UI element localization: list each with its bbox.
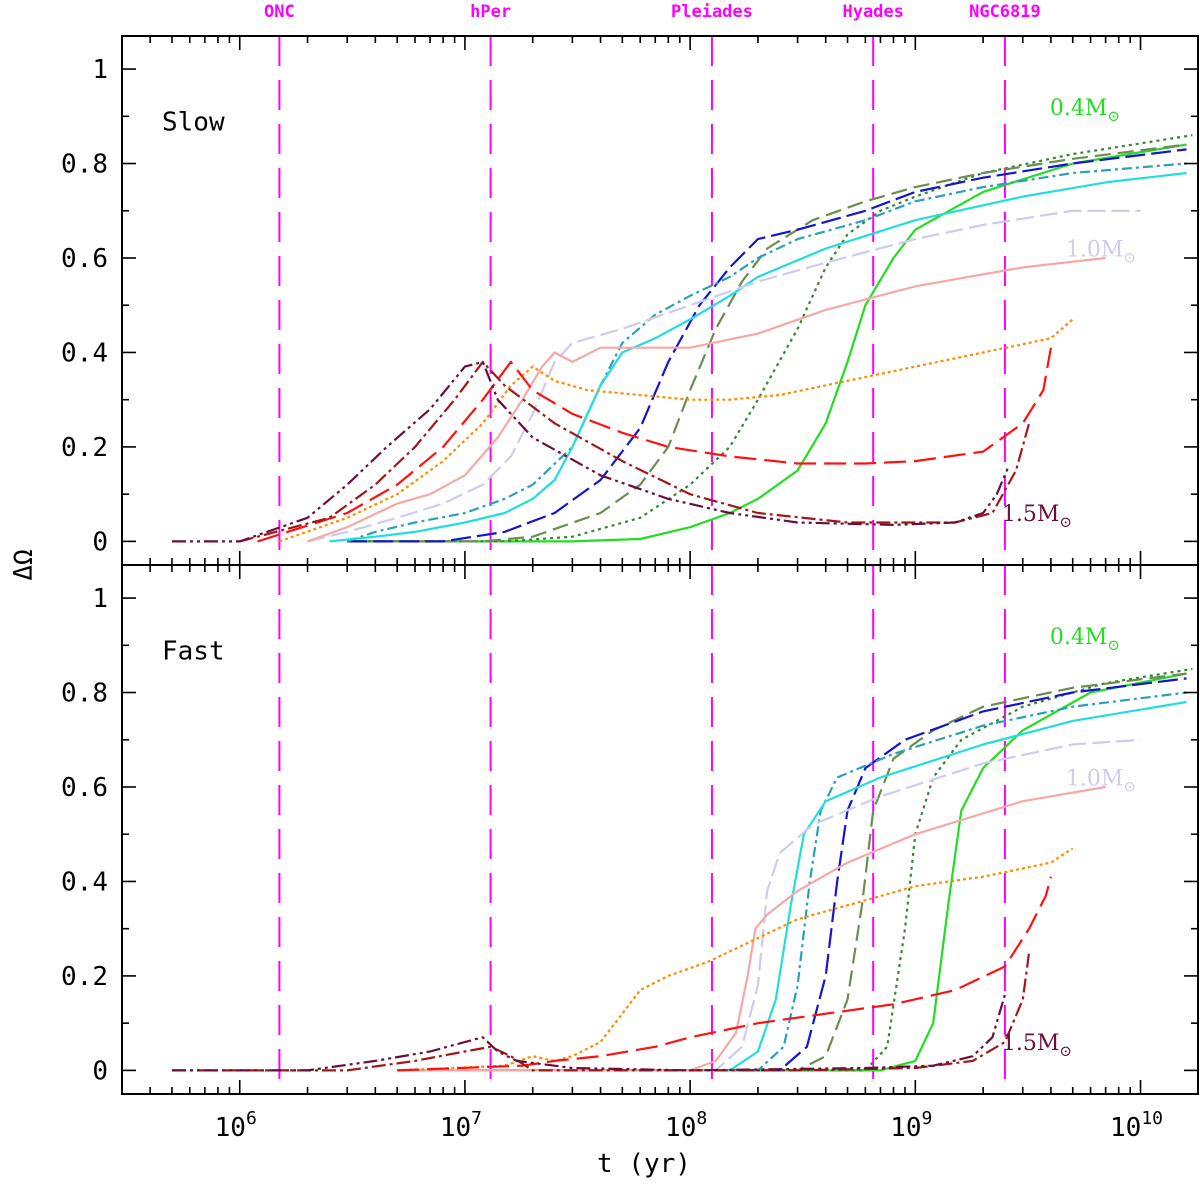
axes: ONC hPer Pleiades Hyades NGC6819 Slow 0 0.2 0.4 0… — [61, 2, 1199, 1143]
xtick-exp: 10 — [1141, 1108, 1163, 1129]
xtick-label: 109 — [890, 1108, 932, 1143]
xtick-base: 10 — [440, 1113, 471, 1143]
ytick-label: 0 — [92, 527, 108, 557]
cluster-label-hyades: Hyades — [842, 2, 903, 22]
series-slow-1p2msun — [279, 318, 1074, 543]
series-fast-1p4msun — [172, 952, 1031, 1072]
series-slow-0p6msun — [347, 143, 1187, 543]
xtick-exp: 7 — [471, 1108, 482, 1129]
sun-symbol: ⊙ — [1059, 1042, 1072, 1060]
xtick-exp: 9 — [922, 1108, 933, 1129]
sun-symbol: ⊙ — [1107, 107, 1120, 125]
ytick-label: 0.2 — [61, 962, 108, 992]
series-slow-1p1msun — [307, 256, 1106, 543]
sun-symbol: ⊙ — [1059, 513, 1072, 531]
series-fast-1p3msun — [397, 876, 1052, 1072]
series-fast-1p2msun — [397, 847, 1074, 1072]
series-fast-1p1msun — [397, 785, 1106, 1072]
mass-label-high: 1.5M⊙ — [1002, 1031, 1072, 1060]
mass-label-value: 0.4M — [1050, 96, 1108, 121]
ytick-label: 0.4 — [61, 867, 108, 897]
series-fast-0p9msun — [397, 700, 1187, 1072]
mass-label-low: 0.4M⊙ — [1050, 625, 1120, 654]
ytick-label: 0 — [92, 1056, 108, 1086]
series-slow-1p0msun — [307, 209, 1141, 543]
xtick-base: 10 — [890, 1113, 921, 1143]
ytick-label: 1 — [92, 55, 108, 85]
xtick-label: 108 — [665, 1108, 707, 1143]
xtick-label: 107 — [440, 1108, 482, 1143]
mass-label-value: 1.0M — [1066, 767, 1124, 792]
series-slow-0p5msun — [347, 134, 1193, 543]
panel-fast — [172, 667, 1193, 1072]
cluster-label-pleiades: Pleiades — [671, 2, 753, 22]
cluster-label-onc: ONC — [264, 2, 295, 22]
ytick-label: 1 — [92, 584, 108, 614]
series-slow-0p4msun — [347, 143, 1187, 543]
ytick-label: 0.8 — [61, 679, 108, 709]
x-axis-label: t (yr) — [597, 1149, 691, 1179]
series-slow-1p3msun — [257, 347, 1052, 543]
cluster-lines — [278, 36, 1006, 1094]
panel-title-slow: Slow — [162, 107, 225, 137]
sun-symbol: ⊙ — [1123, 249, 1136, 267]
series-fast-1p5msun — [172, 994, 1006, 1072]
mass-label-value: 1.0M — [1066, 238, 1124, 263]
series-fast-1p0msun — [397, 738, 1141, 1072]
series-fast-0p5msun — [397, 667, 1193, 1072]
panel-title-fast: Fast — [162, 636, 225, 666]
mass-label-value: 0.4M — [1050, 625, 1108, 650]
panel-frame-0 — [121, 35, 1199, 566]
mass-label-value: 1.5M — [1002, 502, 1060, 527]
xtick-label: 106 — [215, 1108, 257, 1143]
xtick-exp: 8 — [696, 1108, 707, 1129]
series-slow-1p4msun — [239, 360, 1031, 543]
mass-label-low: 0.4M⊙ — [1050, 96, 1120, 125]
series-slow-0p7msun — [347, 148, 1187, 543]
ytick-label: 0.6 — [61, 773, 108, 803]
series-slow-0p9msun — [329, 171, 1187, 543]
series-fast-0p6msun — [397, 672, 1187, 1072]
mass-label-high: 1.5M⊙ — [1002, 502, 1072, 531]
mass-label-mid: 1.0M⊙ — [1066, 238, 1136, 267]
xtick-base: 10 — [1110, 1113, 1141, 1143]
panel-slow — [172, 134, 1193, 543]
xtick-base: 10 — [215, 1113, 246, 1143]
cluster-label-ngc6819: NGC6819 — [969, 2, 1041, 22]
panel-frame-1 — [121, 564, 1199, 1095]
xtick-label: 1010 — [1110, 1108, 1163, 1143]
sun-symbol: ⊙ — [1107, 636, 1120, 654]
mass-label-mid: 1.0M⊙ — [1066, 767, 1136, 796]
series-fast-0p8msun — [397, 691, 1187, 1072]
series-fast-0p4msun — [397, 672, 1187, 1072]
ytick-label: 0.6 — [61, 244, 108, 274]
series-slow-0p8msun — [346, 162, 1187, 543]
ytick-label: 0.2 — [61, 433, 108, 463]
ytick-label: 0.8 — [61, 150, 108, 180]
y-axis-label: ΔΩ — [9, 549, 39, 580]
series-fast-0p7msun — [397, 677, 1187, 1072]
ytick-label: 0.4 — [61, 338, 108, 368]
xtick-base: 10 — [665, 1113, 696, 1143]
mass-label-value: 1.5M — [1002, 1031, 1060, 1056]
xtick-exp: 6 — [246, 1108, 257, 1129]
sun-symbol: ⊙ — [1123, 778, 1136, 796]
series-slow-1p5msun — [172, 360, 1010, 543]
cluster-label-hper: hPer — [470, 2, 511, 22]
